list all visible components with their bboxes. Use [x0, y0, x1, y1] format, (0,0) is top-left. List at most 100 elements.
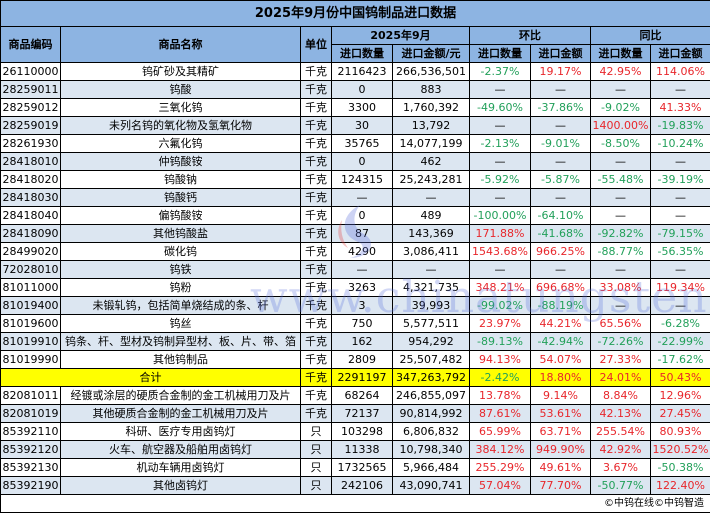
cell-code: 28418010 [0, 152, 61, 171]
cell-code: 28418090 [0, 224, 61, 243]
cell-name: 机动车辆用卤钨灯 [60, 458, 301, 477]
table-row: 81019990 其他钨制品 千克 2809 25,507,482 94.13% 54.07… [0, 350, 710, 369]
cell-mom-amount: 44.21% [530, 314, 591, 333]
cell-name: 其他钨酸盐 [60, 224, 301, 243]
cell-name: 偏钨酸铵 [60, 206, 301, 225]
table-row: 28259011 钨酸 千克 0 883— — — — [0, 80, 710, 99]
cell-yoy-qty: 42.92% [590, 440, 651, 459]
cell-unit: 千克 [300, 278, 332, 297]
cell-yoy-qty: -88.77% [590, 242, 651, 261]
cell-mom-qty: 57.04% [469, 476, 531, 495]
cell-mom-amount: — [530, 80, 591, 99]
header-qty: 进口数量 [331, 44, 393, 63]
table-row: 28418040 偏钨酸铵 千克 0 489 -100.00% -64.10% — — [0, 206, 710, 225]
cell-mom-qty: 13.78% [469, 386, 531, 405]
cell-name: 科研、医疗专用卤钨灯 [60, 422, 301, 441]
cell-unit: 千克 [300, 350, 332, 369]
cell-qty: 4290 [331, 242, 393, 261]
cell-yoy-amount: — [649, 188, 710, 207]
cell-unit: 千克 [300, 296, 332, 315]
cell-mom-amount: -41.68% [530, 224, 591, 243]
cell-yoy-qty: 1400.00% [590, 116, 651, 135]
cell-mom-qty: 87.61% [469, 404, 531, 423]
cell-yoy-amount: -17.62% [649, 350, 710, 369]
cell-yoy-amount: 80.93% [649, 422, 710, 441]
cell-code: 81019400 [0, 296, 61, 315]
cell-name: 钨矿砂及其精矿 [60, 62, 301, 81]
cell-name: 钨酸钙 [60, 188, 301, 207]
cell-mom-qty: -100.00% [469, 206, 531, 225]
cell-amount: 462 [392, 152, 470, 171]
cell-code: 82081019 [0, 404, 61, 423]
table-row: 81019600 钨丝 千克 750 5,577,511 23.97% 44.21% 65.5… [0, 314, 710, 333]
cell-qty: 162 [331, 332, 393, 351]
cell-unit: 千克 [300, 224, 332, 243]
cell-mom-amount: 53.61% [530, 404, 591, 423]
cell-yoy-qty: -55.48% [590, 170, 651, 189]
cell-code: 28261930 [0, 134, 61, 153]
cell-qty: 72137 [331, 404, 393, 423]
cell-qty: 30 [331, 116, 393, 135]
cell-unit: 千克 [300, 152, 332, 171]
cell-yoy-qty: 255.54% [590, 422, 651, 441]
cell-yoy-amount: -19.83% [649, 116, 710, 135]
cell-mom-qty: 255.29% [469, 458, 531, 477]
cell-code: 85392190 [0, 476, 61, 495]
cell-mom-qty: — [469, 188, 531, 207]
cell-qty: 242106 [331, 476, 393, 495]
cell-name: 钨酸钠 [60, 170, 301, 189]
table-title: 2025年9月份中国钨制品进口数据 [0, 0, 710, 27]
cell-name: 未锻轧钨，包括简单烧结成的条、杆 [60, 296, 301, 315]
header-code: 商品编码 [0, 26, 61, 63]
cell-unit: 千克 [300, 314, 332, 333]
cell-amount: 143,369 [392, 224, 470, 243]
cell-amount: 5,577,511 [392, 314, 470, 333]
table-row: 72028010 钨铁 千克 — — — — — — [0, 260, 710, 279]
cell-amount: 25,507,482 [392, 350, 470, 369]
cell-amount: 13,792 [392, 116, 470, 135]
cell-unit: 千克 [300, 134, 332, 153]
header-yoy-qty: 进口数量 [590, 44, 651, 63]
cell-unit: 千克 [300, 404, 332, 423]
cell-name: 其他卤钨灯 [60, 476, 301, 495]
cell-mom-amount: 966.25% [530, 242, 591, 261]
cell-mom-amount: — [530, 152, 591, 171]
cell-yoy-amount: — [649, 152, 710, 171]
cell-yoy-amount: -22.99% [649, 332, 710, 351]
cell-amount: 5,966,484 [392, 458, 470, 477]
header-name: 商品名称 [60, 26, 301, 63]
cell-amount: 43,090,741 [392, 476, 470, 495]
cell-qty: 0 [331, 206, 393, 225]
table-row: 28261930 六氟化钨 千克 35765 14,077,199 -2.13% -9.01… [0, 134, 710, 153]
cell-mom-amount: 77.70% [530, 476, 591, 495]
table-row: 82081011 经镀或涂层的硬质合金制的金工机械用刀及片 千克 68264 246,8… [0, 386, 710, 405]
cell-qty: 0 [331, 80, 393, 99]
cell-yoy-qty: -92.82% [590, 224, 651, 243]
table-row: 82081019 其他硬质合金制的金工机械用刀及片 千克 72137 90,814,99… [0, 404, 710, 423]
table-row: 28418010 仲钨酸铵 千克 0 462— — — — [0, 152, 710, 171]
cell-yoy-qty: 33.08% [590, 278, 651, 297]
header-yoy: 同比 [589, 26, 710, 45]
table-row: 28499020 碳化钨 千克 4290 3,086,411 1543.68% 966.25… [0, 242, 710, 261]
cell-yoy-amount: -79.15% [649, 224, 710, 243]
cell-yoy-amount: 114.06% [649, 62, 710, 81]
cell-unit: 千克 [300, 170, 332, 189]
cell-yoy-qty: 65.56% [590, 314, 651, 333]
cell-code: 85392120 [0, 440, 61, 459]
cell-mom-qty: -99.02% [469, 296, 531, 315]
cell-amount: — [392, 260, 470, 279]
cell-yoy-qty: -8.50% [590, 134, 651, 153]
cell-yoy-qty: -9.02% [590, 98, 651, 117]
total-unit: 千克 [300, 368, 332, 387]
cell-amount: 6,806,832 [392, 422, 470, 441]
cell-name: 仲钨酸铵 [60, 152, 301, 171]
cell-amount: 3,086,411 [392, 242, 470, 261]
cell-yoy-qty: 27.33% [590, 350, 651, 369]
cell-yoy-qty: 42.13% [590, 404, 651, 423]
cell-mom-amount: 63.71% [530, 422, 591, 441]
total-qty: 2291197 [331, 368, 393, 387]
cell-qty: 0 [331, 152, 393, 171]
table-row: 28418020 钨酸钠 千克 124315 25,243,281 -5.92% -5.87… [0, 170, 710, 189]
cell-yoy-qty: -50.77% [590, 476, 651, 495]
cell-mom-amount: — [530, 260, 591, 279]
